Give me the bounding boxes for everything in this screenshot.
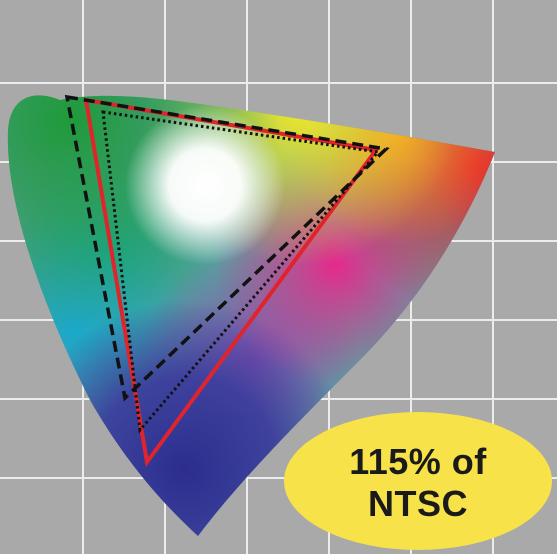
ntsc-coverage-badge: 115% of NTSC — [284, 412, 552, 550]
gamut-black-dotted-triangle — [101, 110, 381, 434]
gamut-black-dashed-triangle — [64, 94, 390, 402]
badge-line-2: NTSC — [368, 483, 468, 524]
badge-line-1: 115% of — [349, 441, 487, 482]
gamut-red-solid-triangle — [83, 97, 380, 467]
